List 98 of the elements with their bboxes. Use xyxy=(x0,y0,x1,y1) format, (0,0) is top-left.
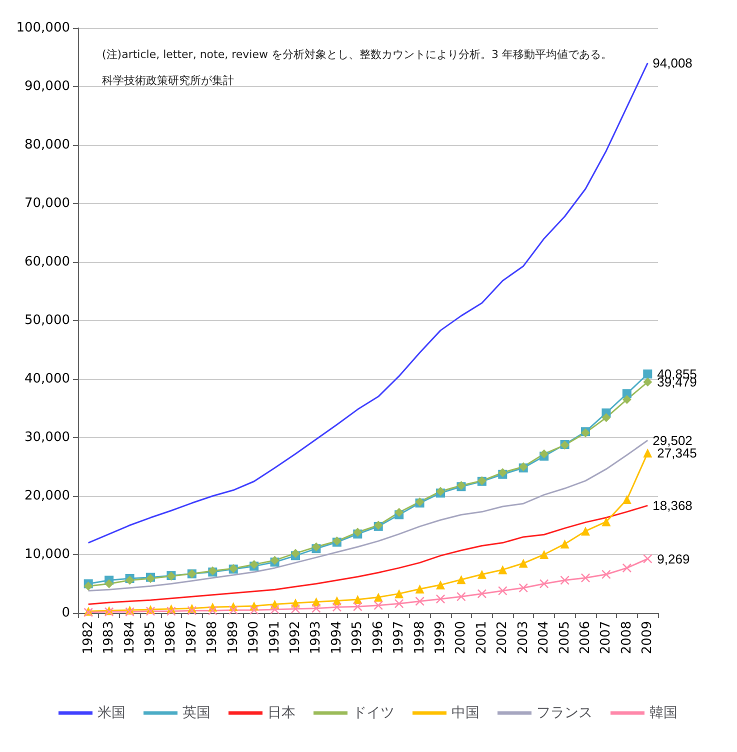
x-tick-label: 1985 xyxy=(143,621,158,654)
y-tick-label: 30,000 xyxy=(24,430,70,445)
y-tick-label: 10,000 xyxy=(24,547,70,562)
legend-label: 日本 xyxy=(268,705,296,721)
x-tick-label: 1995 xyxy=(350,621,366,654)
y-tick-label: 60,000 xyxy=(24,254,70,270)
legend-label: フランス xyxy=(536,705,592,721)
x-tick-label: 1986 xyxy=(164,621,179,654)
point xyxy=(581,573,590,582)
point xyxy=(518,558,528,568)
point xyxy=(270,604,280,614)
x-tick-label: 1988 xyxy=(205,621,220,654)
point xyxy=(602,413,611,422)
annotation: (注)article, letter, note, review を分析対象とし、整数カウントにより分析。3 年移動平均値である。 xyxy=(102,48,612,61)
point xyxy=(228,606,238,615)
y-tick-label: 20,000 xyxy=(24,488,70,504)
point xyxy=(622,394,632,404)
point xyxy=(374,600,383,610)
y-tick-label: 70,000 xyxy=(24,196,70,211)
point xyxy=(643,378,652,387)
point xyxy=(581,526,590,536)
data-label: 18,368 xyxy=(652,498,692,514)
point xyxy=(498,586,508,596)
point xyxy=(353,602,362,612)
x-tick-label: 2000 xyxy=(454,621,469,654)
point xyxy=(540,449,549,458)
x-tick-label: 2005 xyxy=(557,621,572,654)
x-tick-label: 2003 xyxy=(516,621,531,654)
point xyxy=(394,508,404,517)
x-tick-label: 1993 xyxy=(308,621,324,654)
point xyxy=(643,370,652,378)
x-tick-label: 1998 xyxy=(412,621,428,654)
data-label: 27,345 xyxy=(657,446,697,461)
point xyxy=(622,563,632,572)
line-series xyxy=(88,62,648,544)
data-label: 29,502 xyxy=(652,432,692,448)
x-tick-label: 1994 xyxy=(329,621,344,654)
y-tick-label: 80,000 xyxy=(24,138,70,152)
x-tick-label: 1999 xyxy=(433,621,448,654)
x-tick-label: 2004 xyxy=(536,621,552,654)
x-tick-label: 2007 xyxy=(598,621,614,654)
point xyxy=(560,539,570,548)
annotation: 科学技術政策研究所が集計 xyxy=(102,74,234,87)
y-tick-label: 0 xyxy=(62,606,70,620)
x-tick-label: 1991 xyxy=(267,621,282,654)
x-tick-label: 1982 xyxy=(80,621,96,654)
point xyxy=(518,583,528,592)
x-tick-label: 2002 xyxy=(495,621,510,654)
point xyxy=(394,589,404,598)
legend-label: 英国 xyxy=(182,705,210,721)
legend-label: 米国 xyxy=(98,705,126,721)
x-tick-label: 1989 xyxy=(226,621,241,654)
point xyxy=(436,580,445,590)
point xyxy=(602,570,611,579)
point xyxy=(187,606,196,616)
point xyxy=(498,565,508,574)
point xyxy=(456,592,466,602)
legend-label: ドイツ xyxy=(352,705,394,721)
y-tick-label: 90,000 xyxy=(24,79,70,94)
point xyxy=(394,599,404,608)
point xyxy=(208,606,218,616)
point xyxy=(415,584,424,594)
x-tick-label: 1987 xyxy=(184,621,200,654)
point xyxy=(250,606,259,615)
point xyxy=(291,604,300,614)
point xyxy=(602,517,611,526)
data-label: 9,269 xyxy=(657,551,690,566)
y-tick-label: 40,000 xyxy=(24,372,70,386)
y-tick-label: 100,000 xyxy=(16,20,70,36)
point xyxy=(291,548,300,558)
point xyxy=(456,575,466,584)
point xyxy=(312,604,321,613)
x-tick-label: 2006 xyxy=(578,621,593,654)
x-tick-label: 2001 xyxy=(474,621,490,654)
y-tick-label: 50,000 xyxy=(24,313,70,328)
x-tick-label: 1983 xyxy=(102,621,117,654)
point xyxy=(374,592,383,602)
legend-label: 中国 xyxy=(452,705,480,721)
x-tick-label: 1984 xyxy=(122,621,138,654)
x-tick-label: 2009 xyxy=(640,621,656,654)
x-tick-label: 1996 xyxy=(370,621,386,654)
legend-label: 韓国 xyxy=(650,705,678,721)
point xyxy=(84,582,93,591)
point xyxy=(643,448,652,458)
data-label: 94,008 xyxy=(652,56,692,71)
x-tick-label: 1997 xyxy=(392,621,407,654)
point xyxy=(540,550,549,559)
x-tick-label: 1990 xyxy=(246,621,262,654)
x-tick-label: 1992 xyxy=(288,621,303,654)
x-tick-label: 2008 xyxy=(619,621,634,654)
point xyxy=(104,579,114,588)
point xyxy=(643,554,652,564)
point xyxy=(540,579,549,588)
point xyxy=(477,570,486,579)
line-series xyxy=(88,504,648,605)
point xyxy=(477,589,486,598)
point xyxy=(622,495,632,504)
point xyxy=(332,602,342,612)
